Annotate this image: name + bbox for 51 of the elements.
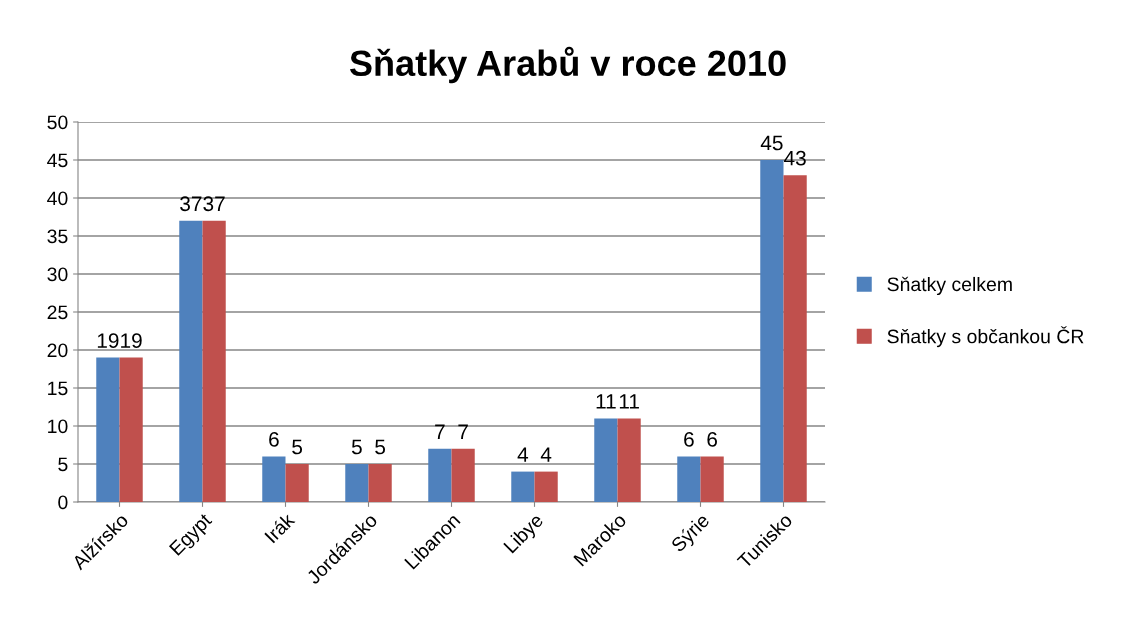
data-label: 19 bbox=[121, 333, 142, 348]
data-label: 37 bbox=[180, 196, 202, 212]
y-tick-label: 45 bbox=[47, 153, 68, 168]
bar bbox=[179, 220, 203, 502]
y-tick-label: 40 bbox=[47, 191, 68, 206]
bar bbox=[202, 220, 226, 502]
data-label: 11 bbox=[596, 394, 616, 409]
data-label: 5 bbox=[292, 439, 303, 455]
data-label: 7 bbox=[435, 424, 445, 439]
data-label: 5 bbox=[375, 439, 386, 455]
y-tick-label: 25 bbox=[47, 305, 68, 320]
data-label: 4 bbox=[540, 447, 552, 462]
bar bbox=[594, 418, 618, 502]
legend-label: Sňatky s občankou ČR bbox=[887, 326, 1084, 348]
chart-title: Sňatky Arabů v roce 2010 bbox=[349, 46, 786, 84]
data-label: 6 bbox=[269, 431, 279, 447]
bar bbox=[262, 456, 286, 502]
data-label: 5 bbox=[351, 439, 362, 455]
bar bbox=[451, 448, 475, 502]
bar bbox=[119, 357, 143, 502]
data-label: 45 bbox=[760, 135, 783, 151]
data-label: 11 bbox=[619, 394, 639, 409]
y-tick-label: 15 bbox=[48, 381, 68, 396]
bar bbox=[617, 418, 641, 502]
y-tick-label: 30 bbox=[47, 267, 68, 282]
y-tick-label: 35 bbox=[47, 229, 68, 244]
data-label: 43 bbox=[784, 150, 806, 166]
x-tick-label: Irák bbox=[263, 511, 296, 544]
bar bbox=[783, 175, 807, 502]
bar bbox=[428, 448, 452, 502]
bar bbox=[345, 464, 369, 502]
bar bbox=[760, 160, 784, 502]
bar bbox=[96, 357, 120, 502]
y-tick-label: 20 bbox=[47, 343, 68, 358]
data-label: 7 bbox=[458, 424, 468, 439]
data-label: 37 bbox=[203, 196, 225, 212]
data-label: 4 bbox=[517, 447, 529, 462]
legend-label: Sňatky celkem bbox=[887, 276, 1012, 296]
y-tick-label: 0 bbox=[58, 495, 68, 510]
y-tick-label: 10 bbox=[48, 419, 68, 434]
bar bbox=[285, 464, 309, 502]
data-label: 6 bbox=[707, 431, 717, 447]
data-label: 6 bbox=[684, 431, 694, 447]
y-tick-label: 5 bbox=[58, 457, 68, 472]
y-tick-label: 50 bbox=[47, 115, 68, 130]
data-label: 19 bbox=[97, 333, 119, 348]
bar bbox=[700, 456, 724, 502]
bar bbox=[534, 471, 558, 502]
bar bbox=[677, 456, 701, 502]
bar bbox=[368, 464, 392, 502]
bar bbox=[511, 471, 535, 502]
